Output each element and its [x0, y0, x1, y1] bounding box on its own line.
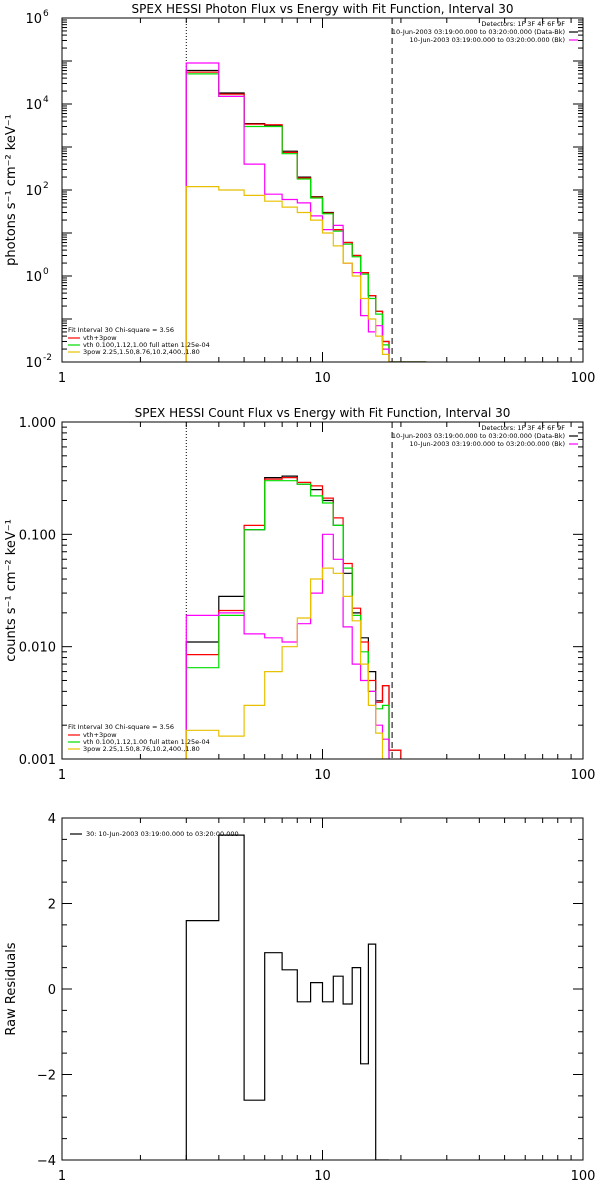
y-axis-label: counts s⁻¹ cm⁻² keV⁻¹ — [4, 519, 19, 662]
y-tick-label: 0 — [48, 983, 56, 998]
series-line-4 — [185, 62, 390, 362]
chart-panel-2: SPEX HESSI Count Flux vs Energy with Fit… — [4, 406, 595, 783]
chart-panel-3: Raw Residuals 1 10 100 −4 −2 0 2 4 30: 10-Jun-200… — [4, 812, 595, 1184]
fit-legend-header: Fit Interval 30 Chi-square = 3.56 — [68, 326, 174, 334]
plot-frame — [61, 17, 584, 363]
y-tick-label: 10 — [25, 98, 42, 113]
series-line-5 — [185, 567, 389, 759]
fit-legend-text: vth 0.100,1.12,1.00 full atten 1.25e-04 — [83, 738, 210, 746]
y-tick-exponent: 0 — [43, 267, 49, 277]
x-tick-label: 100 — [571, 768, 596, 783]
y-tick-exponent: -2 — [43, 353, 52, 363]
x-tick-label: 1 — [58, 768, 66, 783]
x-tick-label: 1 — [58, 1169, 66, 1184]
y-tick-label: 0.100 — [19, 528, 56, 543]
x-tick-label: 1 — [58, 371, 66, 386]
x-tick-label: 10 — [314, 1169, 331, 1184]
series-line-5 — [185, 186, 390, 362]
y-tick-label: −4 — [37, 1154, 56, 1169]
legend-text: Detectors: 1F 3F 4F 6F 9F — [481, 424, 565, 432]
y-tick-label: 0.001 — [19, 753, 56, 768]
fit-legend-text: vth 0.100,1.12,1.00 full atten 1.25e-04 — [83, 341, 210, 349]
legend-text: 10-Jun-2003 03:19:00.000 to 03:20:00.000… — [410, 440, 565, 448]
x-tick-label: 10 — [314, 768, 331, 783]
chart-panel-1: SPEX HESSI Photon Flux vs Energy with Fi… — [4, 2, 595, 386]
x-tick-label: 10 — [314, 371, 331, 386]
y-tick-label: 10 — [25, 184, 42, 199]
plot-frame — [61, 421, 584, 760]
fit-legend-text: 3pow 2.25,1.50,8.76,10.2,400.,1.80 — [83, 745, 200, 753]
legend-text: 30: 10-Jun-2003 03:19:00.000 to 03:20:00… — [86, 830, 239, 838]
y-tick-label: 4 — [48, 812, 56, 827]
y-tick-label: −2 — [37, 1069, 56, 1084]
fit-legend-header: Fit Interval 30 Chi-square = 3.56 — [68, 723, 174, 731]
legend-text: 10-Jun-2003 03:19:00.000 to 03:20:00.000… — [392, 432, 565, 440]
chart-title: SPEX HESSI Photon Flux vs Energy with Fi… — [132, 2, 514, 16]
legend-text: Detectors: 1F 3F 4F 6F 9F — [481, 20, 565, 28]
y-tick-label: 1.000 — [19, 416, 56, 431]
y-axis-label: photons s⁻¹ cm⁻² keV⁻¹ — [4, 114, 19, 266]
legend-text: 10-Jun-2003 03:19:00.000 to 03:20:00.000… — [392, 28, 565, 36]
y-tick-label: 0.010 — [19, 641, 56, 656]
fit-legend-text: vth+3pow — [83, 334, 117, 342]
chart-title: SPEX HESSI Count Flux vs Energy with Fit… — [135, 406, 511, 420]
plot-frame — [61, 817, 584, 1161]
legend-text: 10-Jun-2003 03:19:00.000 to 03:20:00.000… — [410, 36, 565, 44]
series-line-1 — [185, 834, 389, 1160]
y-tick-label: 10 — [25, 270, 42, 285]
y-tick-label: 10 — [25, 356, 42, 371]
y-tick-exponent: 4 — [43, 95, 49, 105]
y-tick-exponent: 2 — [43, 181, 49, 191]
series-line-4 — [185, 533, 390, 759]
y-tick-label: 10 — [25, 12, 42, 27]
fit-legend-text: 3pow 2.25,1.50,8.76,10.2,400.,1.80 — [83, 348, 200, 356]
x-tick-label: 100 — [571, 1169, 596, 1184]
y-tick-exponent: 6 — [43, 9, 49, 19]
series-line-3 — [185, 73, 427, 362]
x-tick-label: 100 — [571, 371, 596, 386]
fit-legend-text: vth+3pow — [83, 731, 117, 739]
y-axis-label: Raw Residuals — [4, 942, 19, 1035]
y-tick-label: 2 — [48, 898, 56, 913]
